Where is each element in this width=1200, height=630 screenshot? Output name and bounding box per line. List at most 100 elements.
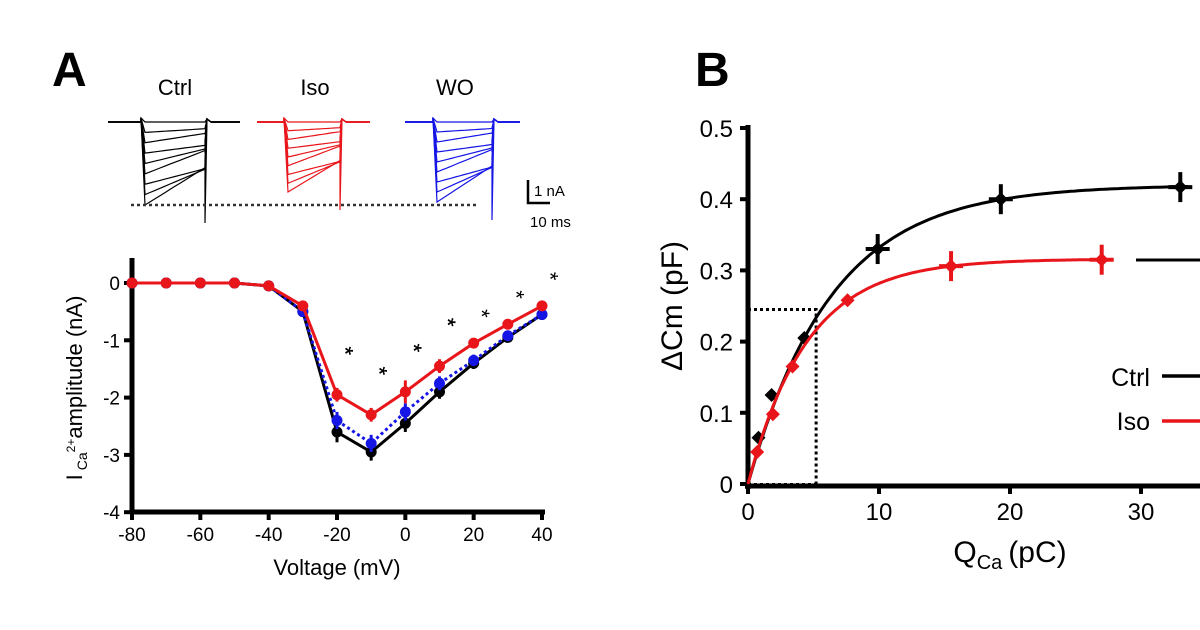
data-point-ctrl — [331, 426, 343, 438]
current-sweep — [257, 117, 370, 211]
current-sweep — [108, 117, 240, 196]
data-point-wo — [536, 309, 548, 321]
fit-curve-ctrl — [746, 185, 1189, 485]
current-sweep — [108, 117, 240, 186]
trace-label-wo: WO — [436, 75, 474, 100]
x-tick-label: 30 — [1128, 499, 1155, 526]
x-tick-label: -80 — [118, 525, 145, 546]
current-sweep — [405, 117, 520, 221]
significance-stars: ** — [345, 346, 353, 355]
current-sweep — [257, 117, 370, 176]
y-tick-label: 0.3 — [700, 258, 733, 285]
data-point-iso — [229, 277, 240, 289]
data-point-wo — [468, 354, 480, 366]
trace-label-ctrl: Ctrl — [158, 75, 192, 100]
current-sweep — [405, 116, 520, 123]
data-point-iso — [765, 407, 780, 422]
x-tick-label: -20 — [323, 525, 350, 546]
significance-stars: * — [550, 272, 558, 281]
data-point-ctrl — [434, 386, 445, 398]
x-tick-label: 20 — [463, 525, 484, 546]
significance-stars: * — [515, 290, 523, 299]
current-sweep — [108, 117, 240, 134]
current-sweep — [108, 117, 240, 165]
current-sweep — [405, 117, 520, 133]
significance-stars: ** — [447, 318, 455, 327]
x-tick-label: 0 — [400, 525, 411, 546]
x-tick-label: -60 — [187, 525, 214, 546]
data-point-wo — [502, 330, 514, 342]
current-sweep — [405, 117, 520, 163]
fit-curve-iso — [746, 258, 1110, 485]
x-tick-label: -40 — [255, 525, 282, 546]
data-point-iso — [365, 409, 377, 421]
current-sweep — [405, 117, 520, 193]
y-axis-label: ICa2+amplitude (nA) — [62, 296, 90, 481]
data-point-iso — [840, 293, 855, 308]
x-tick-label: 10 — [866, 499, 893, 526]
y-tick-label: -4 — [103, 503, 120, 524]
y-axis-label: ΔCm (pF) — [656, 241, 689, 371]
y-tick-label: -2 — [103, 389, 120, 410]
current-sweep — [108, 117, 240, 224]
current-sweep — [108, 117, 240, 154]
panel-label-a: A — [52, 44, 87, 97]
legend-label-iso: Iso — [1117, 408, 1150, 436]
y-tick-label: 0 — [109, 274, 120, 295]
significance-stars: ** — [413, 343, 421, 352]
data-point-ctrl — [870, 242, 885, 257]
x-tick-label: 0 — [741, 499, 754, 526]
legend-label-ctrl: Ctrl — [1111, 364, 1150, 392]
capacitance-chart: 0 10 20 30 0 0.1 0.2 0.3 0.4 0.5 ΔCm (pF) QCa (pC)… — [656, 116, 1200, 574]
panel-label-b: B — [695, 44, 730, 97]
current-sweep — [108, 116, 240, 123]
data-point-iso — [785, 359, 800, 374]
data-point-iso — [399, 386, 411, 398]
y-tick-label: 0.1 — [700, 401, 733, 428]
x-axis-label: QCa (pC) — [953, 536, 1066, 574]
data-point-iso — [297, 300, 309, 312]
data-point-wo — [399, 406, 411, 418]
scale-bar-current: 1 nA — [534, 183, 565, 200]
y-tick-label: 0.4 — [700, 187, 733, 214]
data-point-iso — [126, 277, 138, 289]
data-point-ctrl — [993, 192, 1008, 207]
current-sweep — [405, 117, 520, 153]
y-tick-label: 0.5 — [700, 116, 733, 143]
data-point-ctrl — [399, 417, 411, 429]
current-sweep — [257, 117, 370, 185]
x-tick-label: 20 — [997, 499, 1024, 526]
significance-stars: * — [481, 309, 489, 318]
half-max-guide — [748, 308, 818, 484]
current-sweep — [257, 117, 370, 158]
y-tick-label: -3 — [103, 446, 120, 467]
data-point-iso — [263, 280, 275, 292]
data-point-wo — [365, 437, 377, 449]
data-point-wo — [331, 415, 343, 427]
current-sweep — [257, 116, 370, 123]
data-point-iso — [536, 300, 548, 312]
x-tick-label: 40 — [531, 525, 552, 546]
current-traces — [108, 116, 520, 224]
scale-bar-time: 10 ms — [530, 214, 571, 231]
data-point-iso — [502, 318, 514, 330]
trace-label-iso: Iso — [300, 75, 329, 100]
data-point-iso — [1094, 252, 1109, 267]
current-sweep — [405, 117, 520, 183]
data-point-iso — [194, 277, 206, 289]
current-sweep — [405, 117, 520, 173]
current-sweep — [257, 117, 370, 132]
data-point-iso — [468, 337, 480, 349]
significance-stars: ** — [379, 366, 387, 375]
scale-bar — [526, 180, 550, 205]
x-axis-label: Voltage (mV) — [273, 555, 400, 580]
y-tick-label: 0 — [720, 472, 733, 499]
current-sweep — [257, 117, 370, 167]
data-point-iso — [944, 259, 959, 274]
data-point-iso — [160, 277, 172, 289]
current-sweep — [108, 117, 240, 175]
data-point-iso — [331, 389, 343, 401]
y-tick-label: 0.2 — [700, 330, 733, 357]
